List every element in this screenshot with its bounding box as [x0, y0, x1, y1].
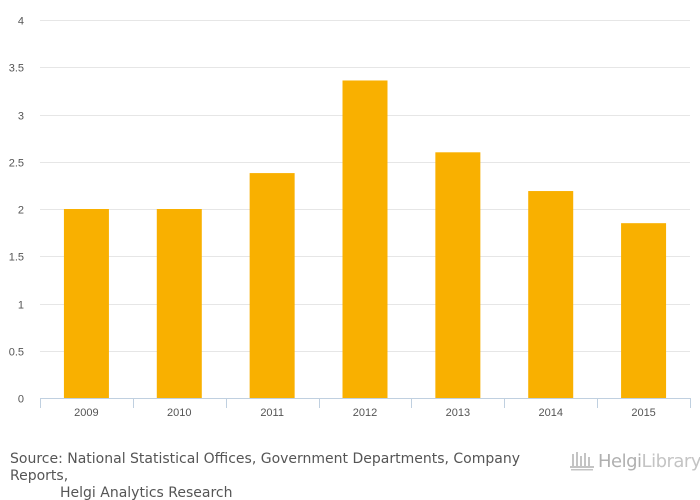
y-tick-label: 2.5 [9, 158, 24, 170]
x-axis-labels: 2009 2010 2011 2012 2013 2014 2015 [74, 407, 656, 419]
x-tick-label: 2009 [74, 407, 98, 419]
source-line-1: Source: National Statistical Offices, Go… [10, 451, 520, 484]
bar-2014[interactable] [528, 191, 574, 398]
bar-2011[interactable] [249, 173, 295, 398]
library-building-icon [570, 452, 594, 471]
x-tick-label: 2015 [631, 407, 655, 419]
bar-2015[interactable] [621, 223, 667, 398]
x-tick-label: 2013 [446, 407, 470, 419]
x-tick-label: 2011 [260, 407, 284, 419]
x-axis [40, 398, 691, 408]
bar-chart: 00.511.522.533.54 2009 2010 2011 2012 2013 20… [9, 16, 691, 419]
y-tick-label: 1.5 [9, 252, 24, 264]
bar-2013[interactable] [435, 152, 481, 398]
bar-2010[interactable] [156, 209, 202, 398]
bar-2009[interactable] [63, 209, 109, 398]
bar-2012[interactable] [342, 80, 388, 398]
y-tick-label: 1 [18, 300, 24, 312]
helgi-library-logo[interactable]: Helgi Library . [570, 448, 700, 474]
y-tick-label: 0 [18, 394, 24, 406]
y-axis-labels: 0 0.5 1 1.5 2 2.5 3 3.5 4 [9, 16, 24, 406]
y-tick-label: 0.5 [9, 347, 24, 359]
y-tick-label: 2 [18, 205, 24, 217]
x-tick-label: 2010 [167, 407, 191, 419]
x-tick-label: 2014 [538, 407, 562, 419]
x-tick-label: 2012 [353, 407, 377, 419]
source-line-2: Helgi Analytics Research [60, 485, 233, 500]
y-tick-label: 3.5 [9, 63, 24, 75]
source-note: Source: National Statistical Offices, Go… [10, 451, 550, 500]
bars [63, 80, 667, 398]
y-tick-label: 3 [18, 111, 24, 123]
y-tick-label: 4 [18, 16, 24, 28]
brand-name-part1: Helgi [598, 450, 642, 472]
brand-name-part2: Library [641, 450, 700, 472]
